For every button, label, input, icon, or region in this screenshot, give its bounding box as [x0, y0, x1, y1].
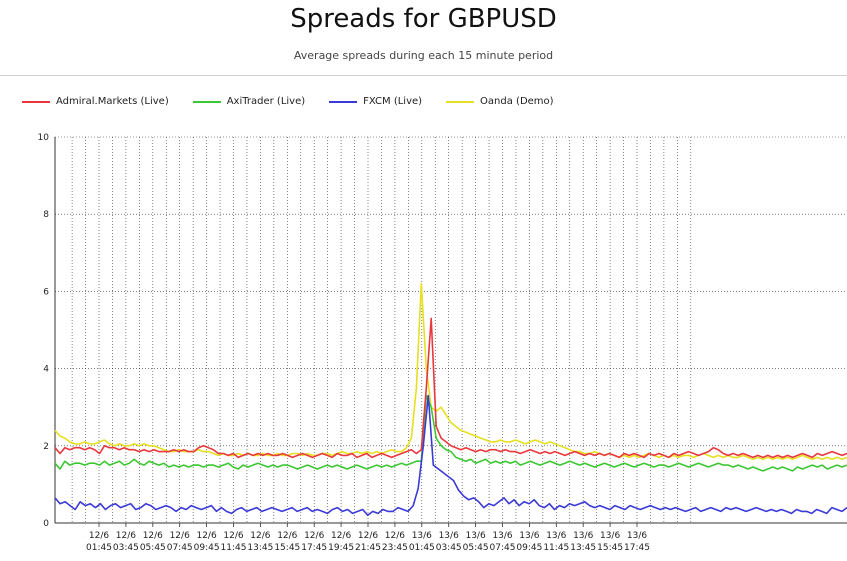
x-tick-label-date: 13/6 [573, 531, 593, 541]
x-tick-label-date: 12/6 [250, 531, 270, 541]
series-line-axitrader-live [54, 394, 847, 472]
x-tick-label-time: 21:45 [355, 543, 381, 553]
x-tick-label-time: 13:45 [570, 543, 596, 553]
x-tick-label-date: 12/6 [223, 531, 243, 541]
y-tick-label: 10 [38, 133, 50, 143]
x-tick-label-time: 03:45 [436, 543, 462, 553]
x-tick-label-time: 09:45 [194, 543, 220, 553]
x-tick-label-time: 09:45 [516, 543, 542, 553]
x-tick-label-date: 12/6 [304, 531, 324, 541]
x-tick-label-time: 13:45 [247, 543, 273, 553]
legend-item-axitrader[interactable]: AxiTrader (Live) [192, 96, 306, 107]
x-tick-label-time: 07:45 [167, 543, 193, 553]
x-tick-label-time: 23:45 [382, 543, 408, 553]
legend-item-fxcm[interactable]: FXCM (Live) [329, 96, 422, 107]
x-tick-label-time: 17:45 [301, 543, 327, 553]
legend-item-oanda[interactable]: Oanda (Demo) [446, 96, 554, 107]
x-tick-label-date: 12/6 [277, 531, 297, 541]
x-tick-label-date: 13/6 [546, 531, 566, 541]
x-tick-label-time: 15:45 [597, 543, 623, 553]
x-tick-label-date: 12/6 [358, 531, 378, 541]
x-tick-label-date: 12/6 [196, 531, 216, 541]
legend-swatch-admiral-markets [22, 100, 50, 103]
y-tick-label: 8 [43, 210, 49, 220]
axis-layer: 12/601:4512/603:4512/605:4512/607:4512/6… [38, 133, 847, 553]
y-tick-label: 0 [43, 519, 49, 529]
x-tick-label-time: 01:45 [409, 543, 435, 553]
x-tick-label-time: 15:45 [274, 543, 300, 553]
x-tick-label-date: 13/6 [519, 531, 539, 541]
legend-label-axitrader: AxiTrader (Live) [226, 96, 306, 107]
x-tick-label-date: 13/6 [465, 531, 485, 541]
legend-label-oanda: Oanda (Demo) [480, 96, 554, 107]
chart-subtitle: Average spreads during each 15 minute pe… [293, 49, 554, 62]
x-tick-label-date: 13/6 [627, 531, 647, 541]
legend-item-admiral-markets[interactable]: Admiral.Markets (Live) [22, 96, 169, 107]
series-line-fxcm-live [54, 394, 847, 517]
chart-title: Spreads for GBPUSD [290, 4, 557, 34]
y-tick-label: 2 [43, 442, 49, 452]
series-line-oanda-demo [54, 282, 847, 461]
x-tick-label-time: 11:45 [221, 543, 247, 553]
chart-legend: Admiral.Markets (Live) AxiTrader (Live) … [22, 96, 578, 107]
x-tick-label-date: 13/6 [492, 531, 512, 541]
x-tick-label-time: 05:45 [140, 543, 166, 553]
x-tick-label-time: 05:45 [463, 543, 489, 553]
x-tick-label-time: 01:45 [86, 543, 112, 553]
legend-label-admiral-markets: Admiral.Markets (Live) [56, 96, 169, 107]
x-tick-label-time: 17:45 [624, 543, 650, 553]
legend-label-fxcm: FXCM (Live) [363, 96, 423, 107]
x-tick-label-date: 12/6 [116, 531, 136, 541]
x-tick-label-time: 11:45 [543, 543, 569, 553]
header-divider [0, 75, 847, 76]
x-tick-label-time: 07:45 [490, 543, 516, 553]
x-tick-label-date: 12/6 [143, 531, 163, 541]
x-tick-label-time: 19:45 [328, 543, 354, 553]
x-tick-label-date: 13/6 [412, 531, 432, 541]
x-tick-label-date: 13/6 [439, 531, 459, 541]
legend-swatch-axitrader [192, 100, 221, 103]
legend-swatch-fxcm [329, 100, 358, 103]
legend-swatch-oanda [446, 100, 475, 103]
y-tick-label: 4 [43, 365, 49, 375]
x-tick-label-time: 03:45 [113, 543, 139, 553]
x-tick-label-date: 12/6 [385, 531, 405, 541]
series-line-admiral-markets-live [54, 317, 847, 459]
x-tick-label-date: 12/6 [170, 531, 190, 541]
x-tick-label-date: 12/6 [331, 531, 351, 541]
x-tick-label-date: 12/6 [89, 531, 109, 541]
x-tick-label-date: 13/6 [600, 531, 620, 541]
y-tick-label: 6 [43, 287, 49, 297]
series-layer [54, 282, 847, 517]
grid-layer [55, 136, 847, 523]
